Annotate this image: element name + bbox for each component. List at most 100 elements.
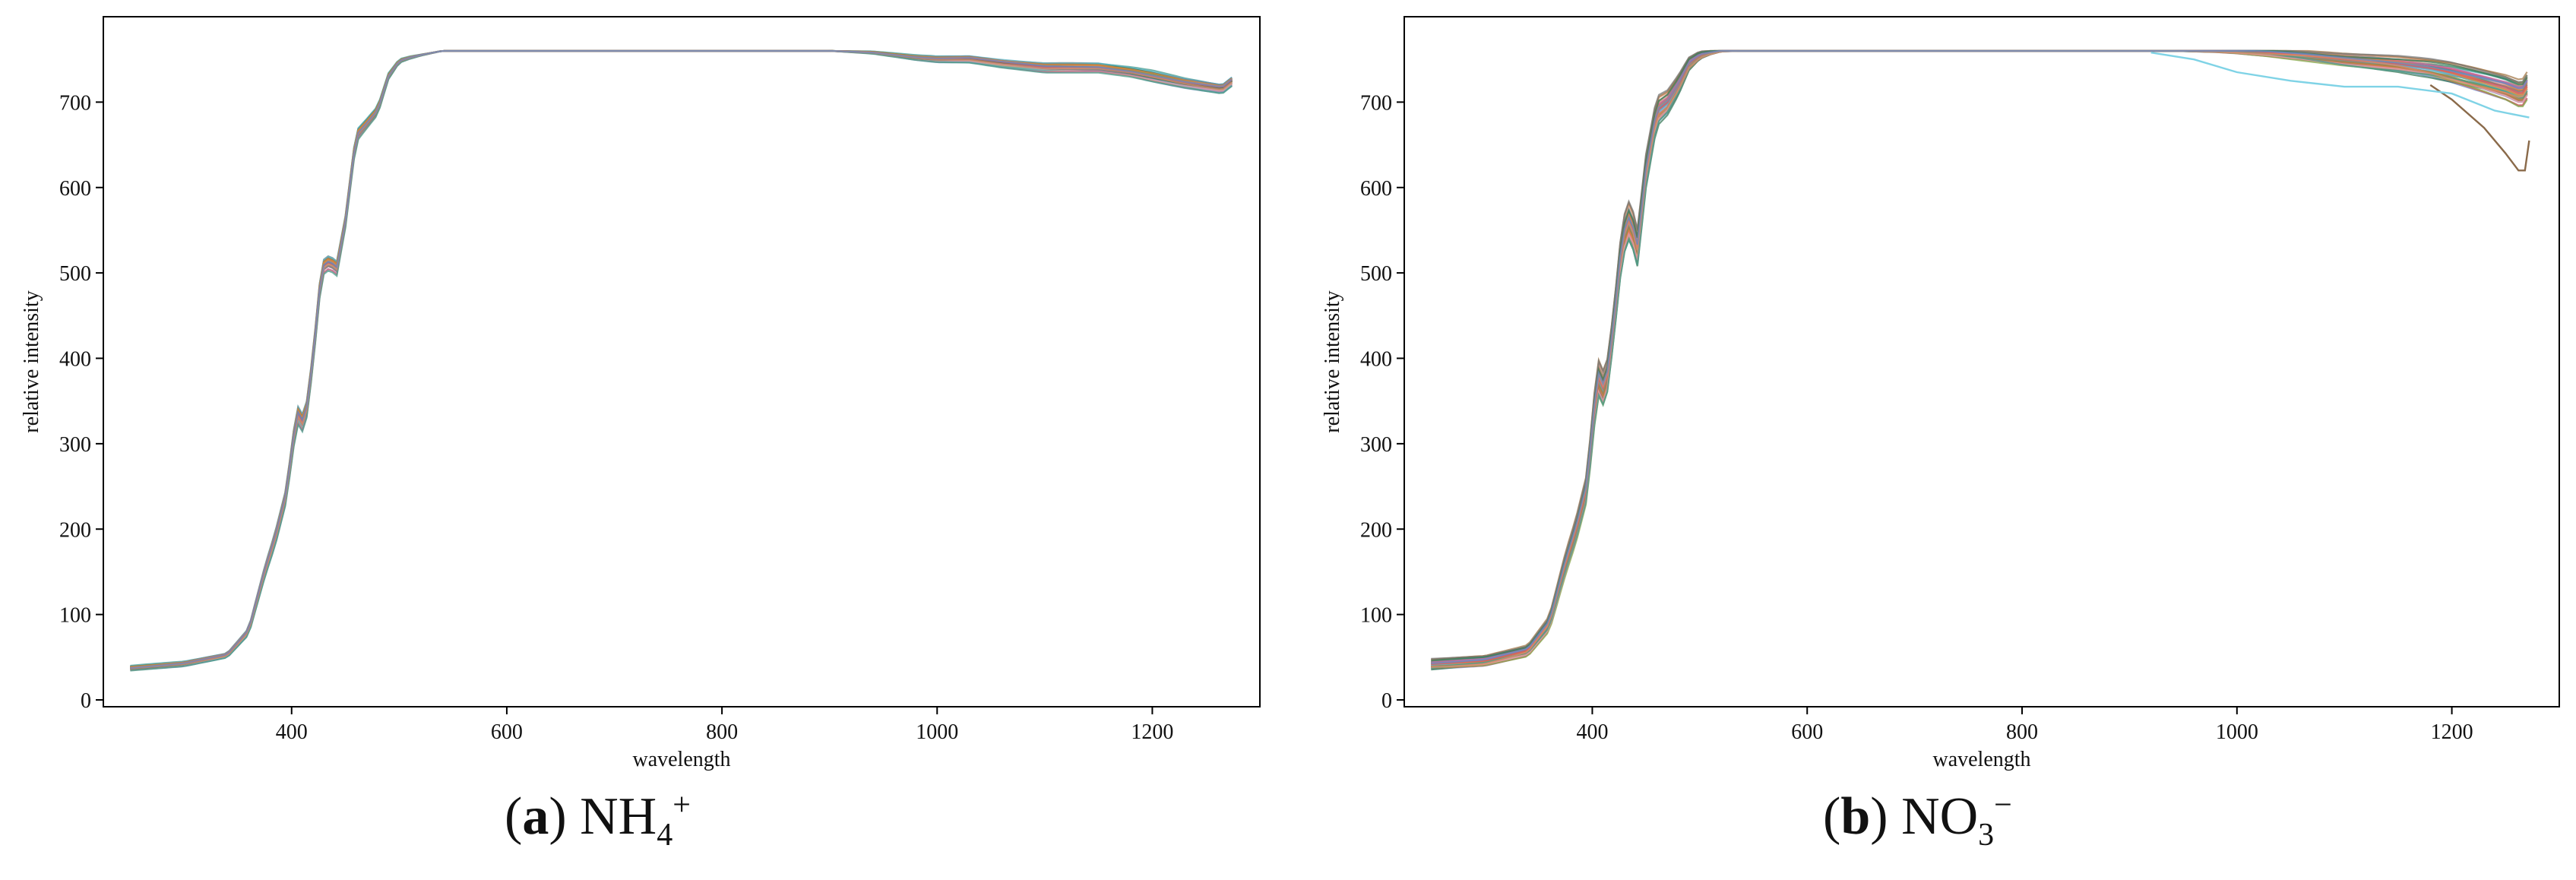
x-tick-label: 1200 [2431,720,2473,744]
caption-letter: a [522,787,549,846]
y-tick-label: 300 [1360,433,1392,457]
y-axis-label: relative intensity [20,290,43,432]
series-line [130,49,1233,670]
series-line [1431,49,2528,661]
series-line [130,49,1233,669]
y-axis-label: relative intensity [1321,290,1344,432]
x-tick-label: 400 [1576,720,1608,744]
caption-text: NH [566,787,657,846]
series-line [130,49,1233,669]
series-line [1431,49,2528,663]
series-line [1431,49,2528,663]
x-tick-label: 1000 [916,720,958,744]
series-line [130,49,1233,667]
series-line [1431,49,2528,663]
series-line [1431,49,2528,668]
series-line [1431,49,2528,668]
series-line [1431,49,2528,665]
y-tick-label: 0 [1381,689,1392,713]
series-line [1431,49,2528,667]
y-tick-label: 200 [59,518,91,542]
series-line [130,49,1233,670]
series-line [1431,49,2528,660]
outlier-series-line [2150,52,2530,119]
series-line [130,49,1233,669]
series-line [1431,49,2528,667]
series-line [130,49,1233,669]
series-line [1431,49,2528,663]
series-line [130,49,1233,669]
caption-paren: ) [1870,787,1888,846]
series-line [1431,49,2528,664]
y-tick-label: 0 [81,689,91,713]
series-line [1431,49,2528,663]
outlier-series-line [2429,84,2530,172]
series-line [1431,49,2528,665]
caption-letter: b [1840,787,1871,846]
series-line [1431,49,2528,665]
caption-superscript: − [1994,787,2012,823]
series-line [1431,49,2528,666]
y-tick-label: 500 [59,262,91,286]
x-tick-label: 1000 [2216,720,2258,744]
y-tick-label: 300 [59,433,91,457]
series-line [130,49,1233,668]
caption-subscript: 3 [1978,818,1995,853]
series-line [1431,49,2528,665]
series-line [1431,49,2528,668]
series-line [130,49,1233,671]
series-line [1431,49,2528,668]
x-tick-label: 600 [1791,720,1823,744]
series-line [130,49,1233,672]
series-line [1431,49,2528,665]
series-line [130,49,1233,669]
series-line [130,49,1233,669]
series-line [1431,49,2528,670]
series-line [1431,49,2528,666]
series-line [1431,49,2528,671]
series-line [130,49,1233,668]
series-line [130,49,1233,668]
series-line [1431,49,2528,660]
series-line [1431,49,2528,669]
series-group [130,49,1233,672]
series-line [130,49,1233,668]
series-line [1431,49,2528,668]
x-tick-label: 800 [2006,720,2038,744]
y-tick-label: 100 [59,604,91,628]
caption-superscript: + [672,787,691,823]
caption-paren: ) [549,787,567,846]
series-line [130,49,1233,670]
plot-frame [1404,16,2560,707]
series-line [1431,49,2528,662]
series-line [130,49,1233,671]
y-tick-label: 200 [1360,518,1392,542]
caption-b: (b) NO3− [1823,787,2012,853]
x-axis-label: wavelength [632,748,730,771]
series-line [130,49,1233,669]
x-axis-label: wavelength [1932,748,2030,771]
y-tick-label: 700 [59,91,91,115]
series-line [130,49,1233,668]
series-line [1431,49,2528,666]
caption-paren: ( [505,787,523,846]
series-line [1431,49,2528,663]
series-line [130,49,1233,671]
series-line [130,49,1233,670]
x-tick-label: 800 [706,720,738,744]
y-tick-label: 600 [1360,177,1392,201]
series-line [1431,49,2528,668]
series-line [130,49,1233,670]
series-line [130,49,1233,671]
series-line [130,49,1233,669]
series-line [130,49,1233,668]
series-line [1431,49,2528,665]
series-line [1431,49,2528,669]
y-tick-label: 700 [1360,91,1392,115]
caption-text: NO [1888,787,1979,846]
caption-subscript: 4 [657,818,673,853]
series-line [130,49,1233,670]
x-tick-label: 400 [276,720,308,744]
series-line [1431,49,2528,666]
